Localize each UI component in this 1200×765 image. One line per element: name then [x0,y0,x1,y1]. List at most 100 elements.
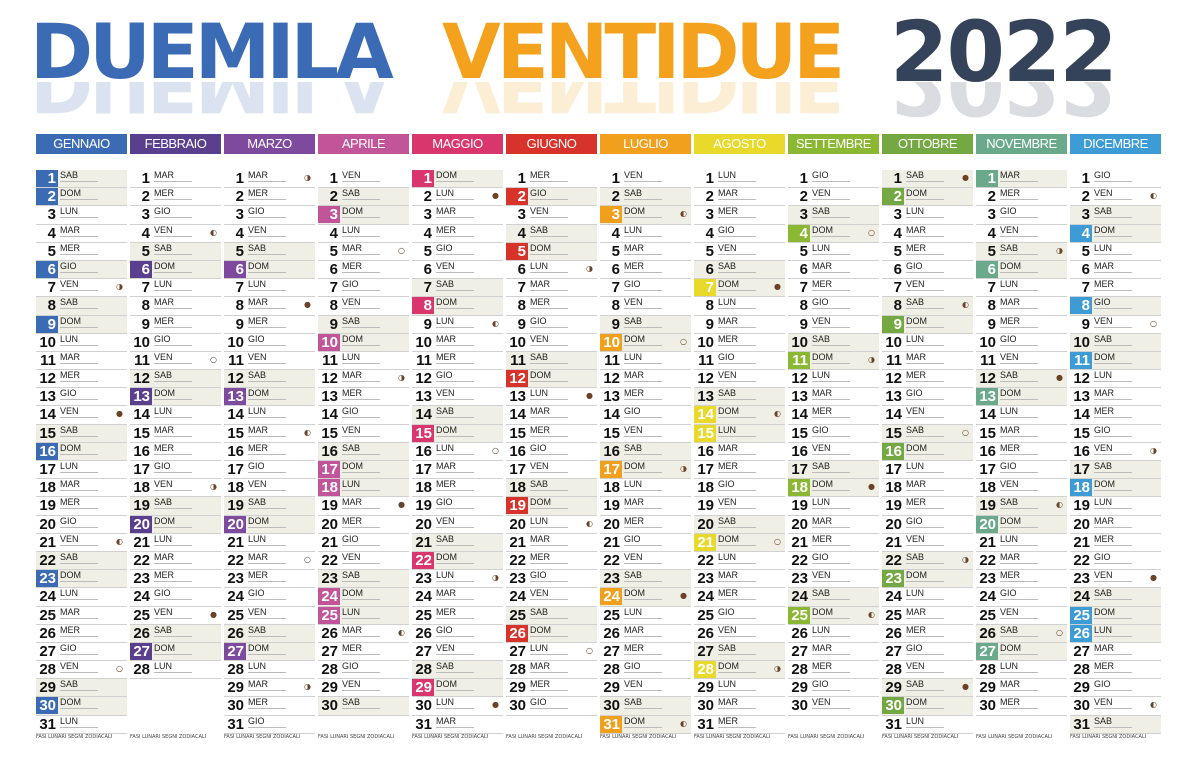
moon-phase-icon: ◐ [680,718,687,728]
note-line [342,490,380,492]
weekday-label: VEN [248,351,267,362]
weekday-label: LUN [1094,370,1113,381]
note-line [906,653,944,656]
weekday-label: DOM [342,333,363,344]
note-line [248,344,286,347]
day-number: 24 [133,588,150,606]
month-marzo: MARZO 1 MAR ◑ 2 MER 3 GIO 4 VEN 5 SAB 6 DOM 7 LUN 8 MAR ● 9… [224,134,315,765]
day-row: 12 SAB [130,370,221,389]
note-line [624,199,662,201]
day-number: 5 [799,242,808,260]
weekday-label: DOM [60,188,81,199]
note-line [436,726,474,729]
calendar-title: DUEMILADUEMILA VENTIDUEVENTIDUE 20222022 [0,0,1200,130]
legend-phases: FASI LUNARI [882,734,913,740]
day-number: 18 [39,479,56,497]
note-line [718,599,756,601]
day-number: 29 [39,679,56,697]
legend: FASI LUNARI SEGNI ZODIACALI [412,734,503,740]
note-line [1000,472,1038,474]
note-line [718,435,756,438]
day-row: 15 SAB ○ [882,424,973,443]
note-line [718,290,756,292]
day-number: 3 [987,206,996,224]
day-row: 2 MAR [694,188,785,207]
weekday-label: LUN [1000,279,1019,290]
weekday-label: MER [530,551,550,562]
note-line [248,508,286,510]
day-row: 8 SAB [36,297,127,316]
day-number: 2 [987,188,996,206]
day-row: 10 GIO [130,334,221,352]
note-line [906,399,944,401]
weekday-label: VEN [436,260,455,271]
weekday-label: DOM [812,479,833,490]
day-number: 10 [133,333,150,351]
weekday-label: LUN [436,570,455,581]
note-line [812,326,850,329]
day-row: 4 DOM [1070,224,1161,243]
day-number: 2 [611,188,620,206]
day-number: 3 [705,206,714,224]
note-line [436,526,474,529]
weekday-label: GIO [624,406,641,417]
weekday-label: LUN [718,424,737,435]
note-line [436,381,474,383]
day-number: 23 [133,570,150,588]
day-number: 30 [979,697,996,715]
note-line [906,308,944,310]
day-number: 9 [36,315,58,333]
day-row: 14 VEN ● [36,406,127,425]
weekday-label: MER [906,242,926,253]
day-number: 18 [227,479,244,497]
months-grid: GENNAIO 1 SAB 2 DOM 3 LUN 4 MAR 5 MER 6 GIO 7 VEN ◑ 8 SAB… [0,134,1200,765]
day-row: 12 LUN [788,370,879,389]
day-number: 12 [603,370,620,388]
day-row: 28 MAR [506,661,597,680]
day-row: 16 LUN ○ [412,443,503,461]
note-line [1000,690,1038,692]
legend-phases: FASI LUNARI [506,734,537,740]
day-row: 29 MAR ◑ [224,679,315,698]
day-number: 24 [227,588,244,606]
day-list: 1 MAR 2 MER 3 GIO 4 VEN 5 SAB ◑ 6 DOM 7 LUN 8 MAR 9 MER 10 G… [976,170,1067,716]
day-number: 14 [133,406,150,424]
note-line [906,526,944,529]
day-row: 17 LUN [882,461,973,480]
note-line [624,453,662,456]
day-row: 20 DOM [224,515,315,534]
day-row: 10 MAR [412,334,503,352]
day-row: 14 LUN [224,406,315,425]
day-number: 13 [509,388,526,406]
note-line [1000,253,1038,256]
note-line [718,326,756,329]
moon-phase-icon: ◐ [586,518,593,528]
day-row: 9 MER [224,316,315,334]
legend-phases: FASI LUNARI [694,734,725,740]
note-line [624,708,662,710]
day-row: 15 MAR [130,425,221,443]
day-row: 29 MER [506,679,597,698]
note-line [718,399,756,401]
day-row: 21 MAR [506,534,597,552]
day-number: 25 [697,606,714,624]
day-row: 3 DOM ◐ [600,206,691,225]
day-row: 18 GIO [694,479,785,498]
weekday-label: LUN [530,388,549,399]
day-number: 23 [415,570,432,588]
day-number: 20 [321,515,338,533]
moon-phase-icon: ○ [586,645,593,655]
weekday-label: GIO [718,479,735,490]
note-line [906,635,944,638]
note-line [154,235,192,238]
day-number: 1 [893,170,902,187]
weekday-label: GIO [1094,170,1111,180]
weekday-label: GIO [812,297,829,308]
note-line [906,672,944,674]
weekday-label: VEN [1094,188,1113,199]
weekday-label: VEN [812,697,831,708]
weekday-label: DOM [248,260,269,271]
day-number: 13 [321,388,338,406]
day-row: 5 SAB [130,242,221,261]
weekday-label: MER [1094,279,1114,290]
